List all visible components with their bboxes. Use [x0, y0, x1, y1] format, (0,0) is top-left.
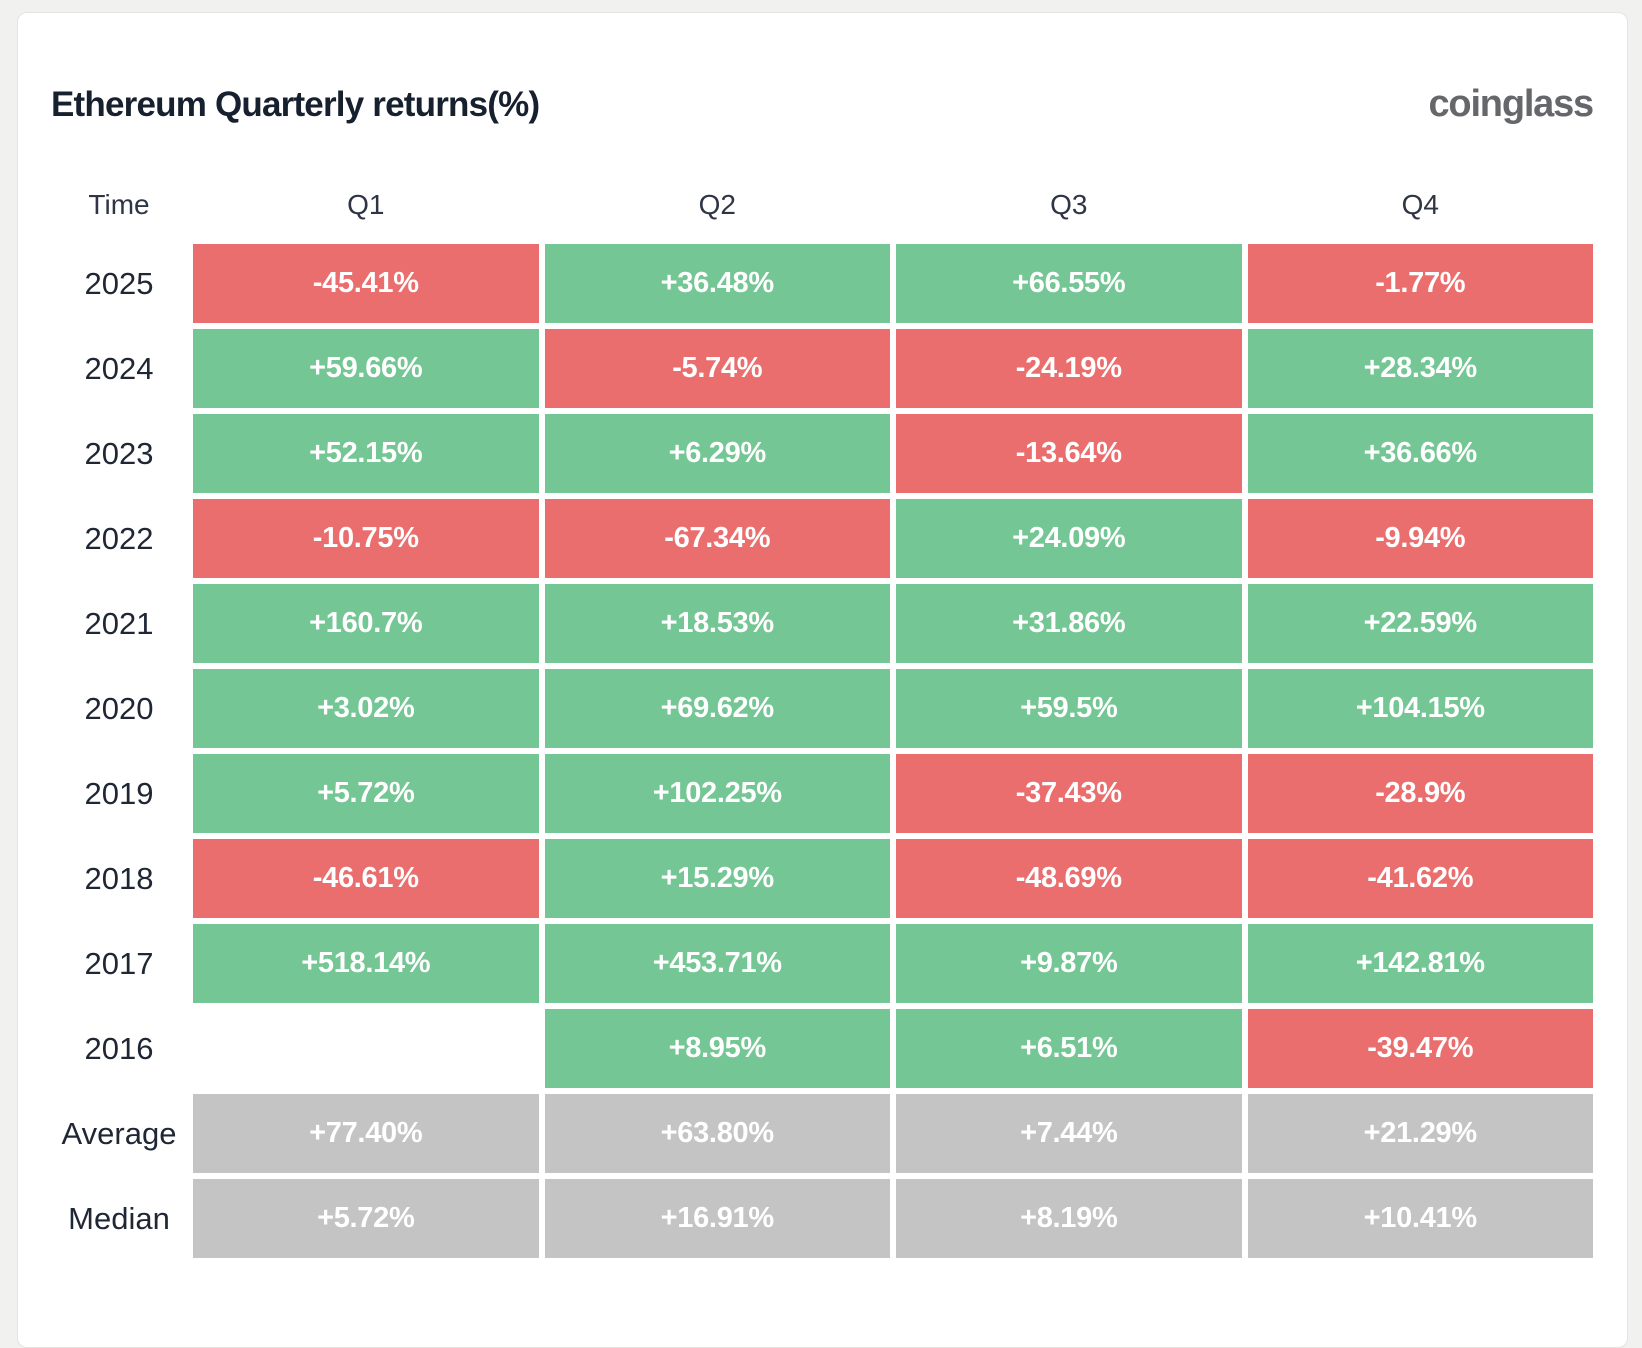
row-label-2022: 2022 — [84, 520, 154, 556]
cell-2024-q2: -5.74% — [544, 329, 890, 408]
col-header-q2: Q2 — [698, 189, 736, 220]
cell-median-q3: +8.19% — [896, 1179, 1242, 1258]
cell-median-q1: +5.72% — [193, 1179, 539, 1258]
col-header-q4: Q4 — [1401, 189, 1439, 220]
row-label-2021: 2021 — [84, 605, 154, 641]
row-label-2023: 2023 — [84, 435, 154, 471]
cell-2019-q2: +102.25% — [544, 754, 890, 833]
cell-2025-q4: -1.77% — [1247, 244, 1593, 323]
row-label-2019: 2019 — [84, 775, 154, 811]
card-inner: Ethereum Quarterly returns(%) coinglass … — [18, 13, 1627, 1258]
cell-average-q3: +7.44% — [896, 1094, 1242, 1173]
cell-2024-q3: -24.19% — [896, 329, 1242, 408]
row-label-2025: 2025 — [84, 265, 154, 301]
cell-2024-q4: +28.34% — [1247, 329, 1593, 408]
cell-2021-q4: +22.59% — [1247, 584, 1593, 663]
cell-2016-q4: -39.47% — [1247, 1009, 1593, 1088]
cell-median-q4: +10.41% — [1247, 1179, 1593, 1258]
cell-2019-q4: -28.9% — [1247, 754, 1593, 833]
cell-2021-q3: +31.86% — [896, 584, 1242, 663]
cell-average-q2: +63.80% — [544, 1094, 890, 1173]
cell-median-q2: +16.91% — [544, 1179, 890, 1258]
cell-2018-q4: -41.62% — [1247, 839, 1593, 918]
cell-2016-q3: +6.51% — [896, 1009, 1242, 1088]
title-row: Ethereum Quarterly returns(%) coinglass — [51, 83, 1595, 126]
cell-2025-q3: +66.55% — [896, 244, 1242, 323]
cell-2016-q1 — [193, 1009, 539, 1088]
cell-2020-q4: +104.15% — [1247, 669, 1593, 748]
cell-2017-q4: +142.81% — [1247, 924, 1593, 1003]
returns-table: Time Q1 Q2 Q3 Q4 2025 -45.41% +36.48% +66.5… — [51, 172, 1593, 1258]
cell-2020-q3: +59.5% — [896, 669, 1242, 748]
col-header-q3: Q3 — [1050, 189, 1088, 220]
cell-2019-q3: -37.43% — [896, 754, 1242, 833]
row-label-2018: 2018 — [84, 860, 154, 896]
page-title: Ethereum Quarterly returns(%) — [51, 84, 540, 124]
cell-2025-q1: -45.41% — [193, 244, 539, 323]
cell-2018-q3: -48.69% — [896, 839, 1242, 918]
cell-2023-q2: +6.29% — [544, 414, 890, 493]
row-label-median: Median — [68, 1200, 170, 1236]
row-label-average: Average — [61, 1115, 177, 1151]
cell-2019-q1: +5.72% — [193, 754, 539, 833]
col-header-q1: Q1 — [347, 189, 385, 220]
cell-2018-q1: -46.61% — [193, 839, 539, 918]
col-header-time: Time — [88, 189, 150, 220]
coinglass-logo[interactable]: coinglass — [1428, 83, 1595, 125]
cell-2021-q2: +18.53% — [544, 584, 890, 663]
cell-2016-q2: +8.95% — [544, 1009, 890, 1088]
cell-2017-q3: +9.87% — [896, 924, 1242, 1003]
cell-2020-q1: +3.02% — [193, 669, 539, 748]
cell-2017-q2: +453.71% — [544, 924, 890, 1003]
cell-2024-q1: +59.66% — [193, 329, 539, 408]
row-label-2024: 2024 — [84, 350, 154, 386]
cell-2021-q1: +160.7% — [193, 584, 539, 663]
row-label-2016: 2016 — [84, 1030, 154, 1066]
cell-average-q4: +21.29% — [1247, 1094, 1593, 1173]
cell-2022-q2: -67.34% — [544, 499, 890, 578]
cell-2020-q2: +69.62% — [544, 669, 890, 748]
cell-2022-q4: -9.94% — [1247, 499, 1593, 578]
cell-2017-q1: +518.14% — [193, 924, 539, 1003]
cell-2018-q2: +15.29% — [544, 839, 890, 918]
cell-2023-q1: +52.15% — [193, 414, 539, 493]
returns-card: Ethereum Quarterly returns(%) coinglass … — [17, 12, 1628, 1348]
cell-2025-q2: +36.48% — [544, 244, 890, 323]
cell-average-q1: +77.40% — [193, 1094, 539, 1173]
cell-2023-q4: +36.66% — [1247, 414, 1593, 493]
cell-2023-q3: -13.64% — [896, 414, 1242, 493]
row-label-2020: 2020 — [84, 690, 154, 726]
row-label-2017: 2017 — [84, 945, 154, 981]
cell-2022-q3: +24.09% — [896, 499, 1242, 578]
cell-2022-q1: -10.75% — [193, 499, 539, 578]
